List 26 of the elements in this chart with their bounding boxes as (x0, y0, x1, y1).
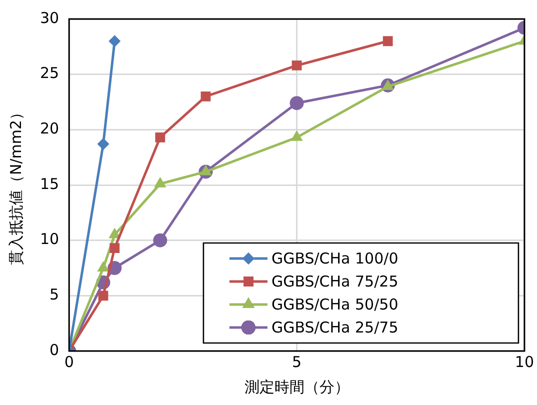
point (97, 138, 110, 150)
point (110, 243, 120, 254)
y-tick-label: 0 (50, 340, 60, 359)
point (290, 96, 304, 110)
x-tick-label: 0 (64, 352, 74, 371)
y-tick-label: 20 (40, 120, 60, 138)
legend-label: GGBS/CHa 25/75 (271, 318, 398, 336)
y-axis-title: 貫入抵抗値（N/mm2） (6, 104, 25, 266)
point (155, 132, 166, 142)
y-tick-label: 25 (40, 64, 60, 82)
y-tick-label: 10 (40, 230, 60, 248)
y-tick-label: 30 (40, 8, 60, 27)
x-tick-label: 10 (514, 352, 534, 371)
legend-label: GGBS/CHa 100/0 (271, 249, 398, 268)
legend-label: GGBS/CHa 50/50 (271, 295, 398, 314)
y-tick-label: 15 (40, 174, 60, 193)
point (292, 60, 302, 70)
y-tick-label: 5 (50, 286, 60, 304)
point (153, 233, 168, 248)
point (200, 92, 211, 102)
legend-label: GGBS/CHa 75/25 (271, 272, 398, 290)
point (98, 290, 108, 301)
x-axis-title: 測定時間（分） (244, 378, 350, 396)
point (108, 35, 121, 48)
point (382, 36, 393, 46)
x-tick-label: 5 (292, 352, 302, 371)
